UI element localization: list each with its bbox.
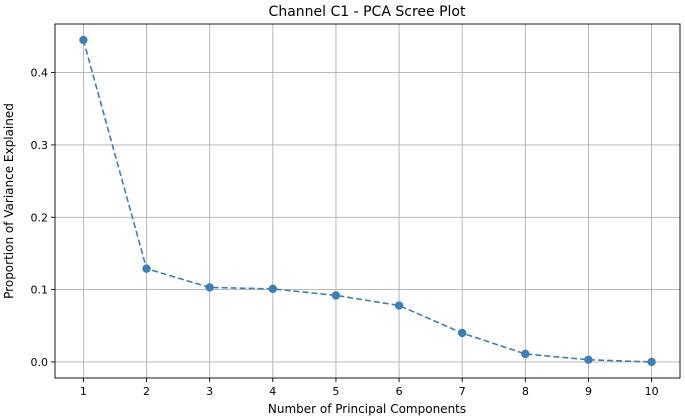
data-point [205,283,214,292]
y-tick-label: 0.1 [31,284,49,297]
x-tick-label: 6 [396,385,403,398]
chart-title: Channel C1 - PCA Scree Plot [269,4,466,20]
data-point [268,284,278,294]
y-tick-label: 0.2 [31,211,49,224]
data-point [521,349,530,359]
x-tick-label: 7 [459,385,466,398]
grid [55,24,680,378]
y-axis-label: Proportion of Variance Explained [2,103,16,299]
x-tick-label: 4 [269,385,276,398]
y-tick-label: 0.0 [31,356,49,369]
data-point [142,264,151,273]
x-tick-label: 8 [522,385,529,398]
data-point [457,328,467,338]
y-tick-label: 0.4 [31,67,49,80]
x-tick-label: 10 [645,385,659,398]
x-tick-label: 9 [585,385,592,398]
x-axis-label: Number of Principal Components [268,402,466,416]
data-point [647,357,656,367]
plot-frame [54,23,681,379]
axis-ticks: 1 2 3 4 5 6 7 8 9 10 0.0 0.1 0.2 0.3 0.4 [31,67,659,398]
data-point [79,35,88,45]
x-tick-label: 1 [80,385,87,398]
y-tick-label: 0.3 [31,139,49,152]
data-point [584,355,593,364]
series-layer [79,35,656,367]
data-point [331,291,341,300]
x-tick-label: 5 [332,385,339,398]
data-point [394,301,404,310]
series-line [82,39,652,363]
x-tick-label: 3 [206,385,213,398]
x-tick-label: 2 [143,385,150,398]
